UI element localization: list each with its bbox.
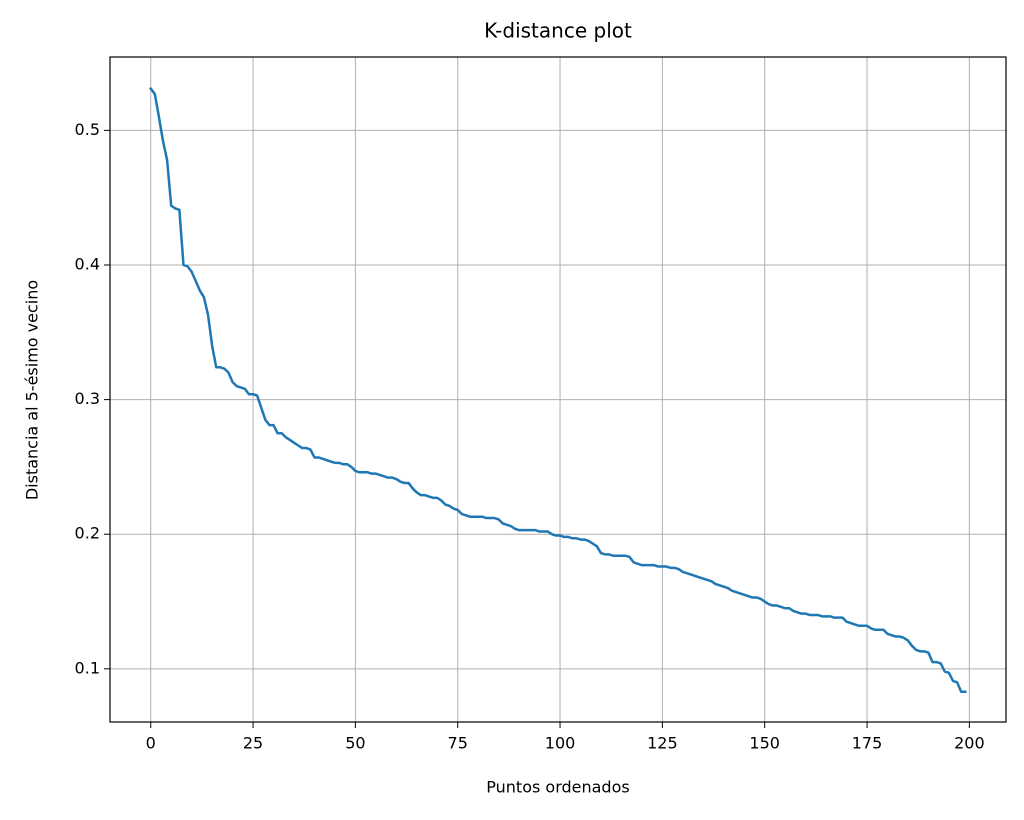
x-tick-label: 0	[146, 734, 156, 753]
x-tick-label: 100	[545, 734, 576, 753]
x-tick-label: 25	[243, 734, 263, 753]
y-tick-label: 0.5	[75, 120, 100, 139]
chart-title: K-distance plot	[484, 19, 632, 43]
y-tick-label: 0.4	[75, 254, 100, 273]
x-tick-label: 150	[749, 734, 780, 753]
x-axis-label: Puntos ordenados	[486, 778, 629, 797]
x-tick-label: 200	[954, 734, 985, 753]
y-axis-label: Distancia al 5-ésimo vecino	[23, 280, 42, 500]
x-tick-label: 175	[852, 734, 883, 753]
plot-frame	[109, 56, 1007, 723]
y-tick-label: 0.3	[75, 389, 100, 408]
y-tick-label: 0.2	[75, 524, 100, 543]
x-tick-label: 50	[345, 734, 365, 753]
x-tick-label: 75	[448, 734, 468, 753]
y-tick-label: 0.1	[75, 658, 100, 677]
x-tick-label: 125	[647, 734, 678, 753]
data-line	[148, 86, 967, 693]
